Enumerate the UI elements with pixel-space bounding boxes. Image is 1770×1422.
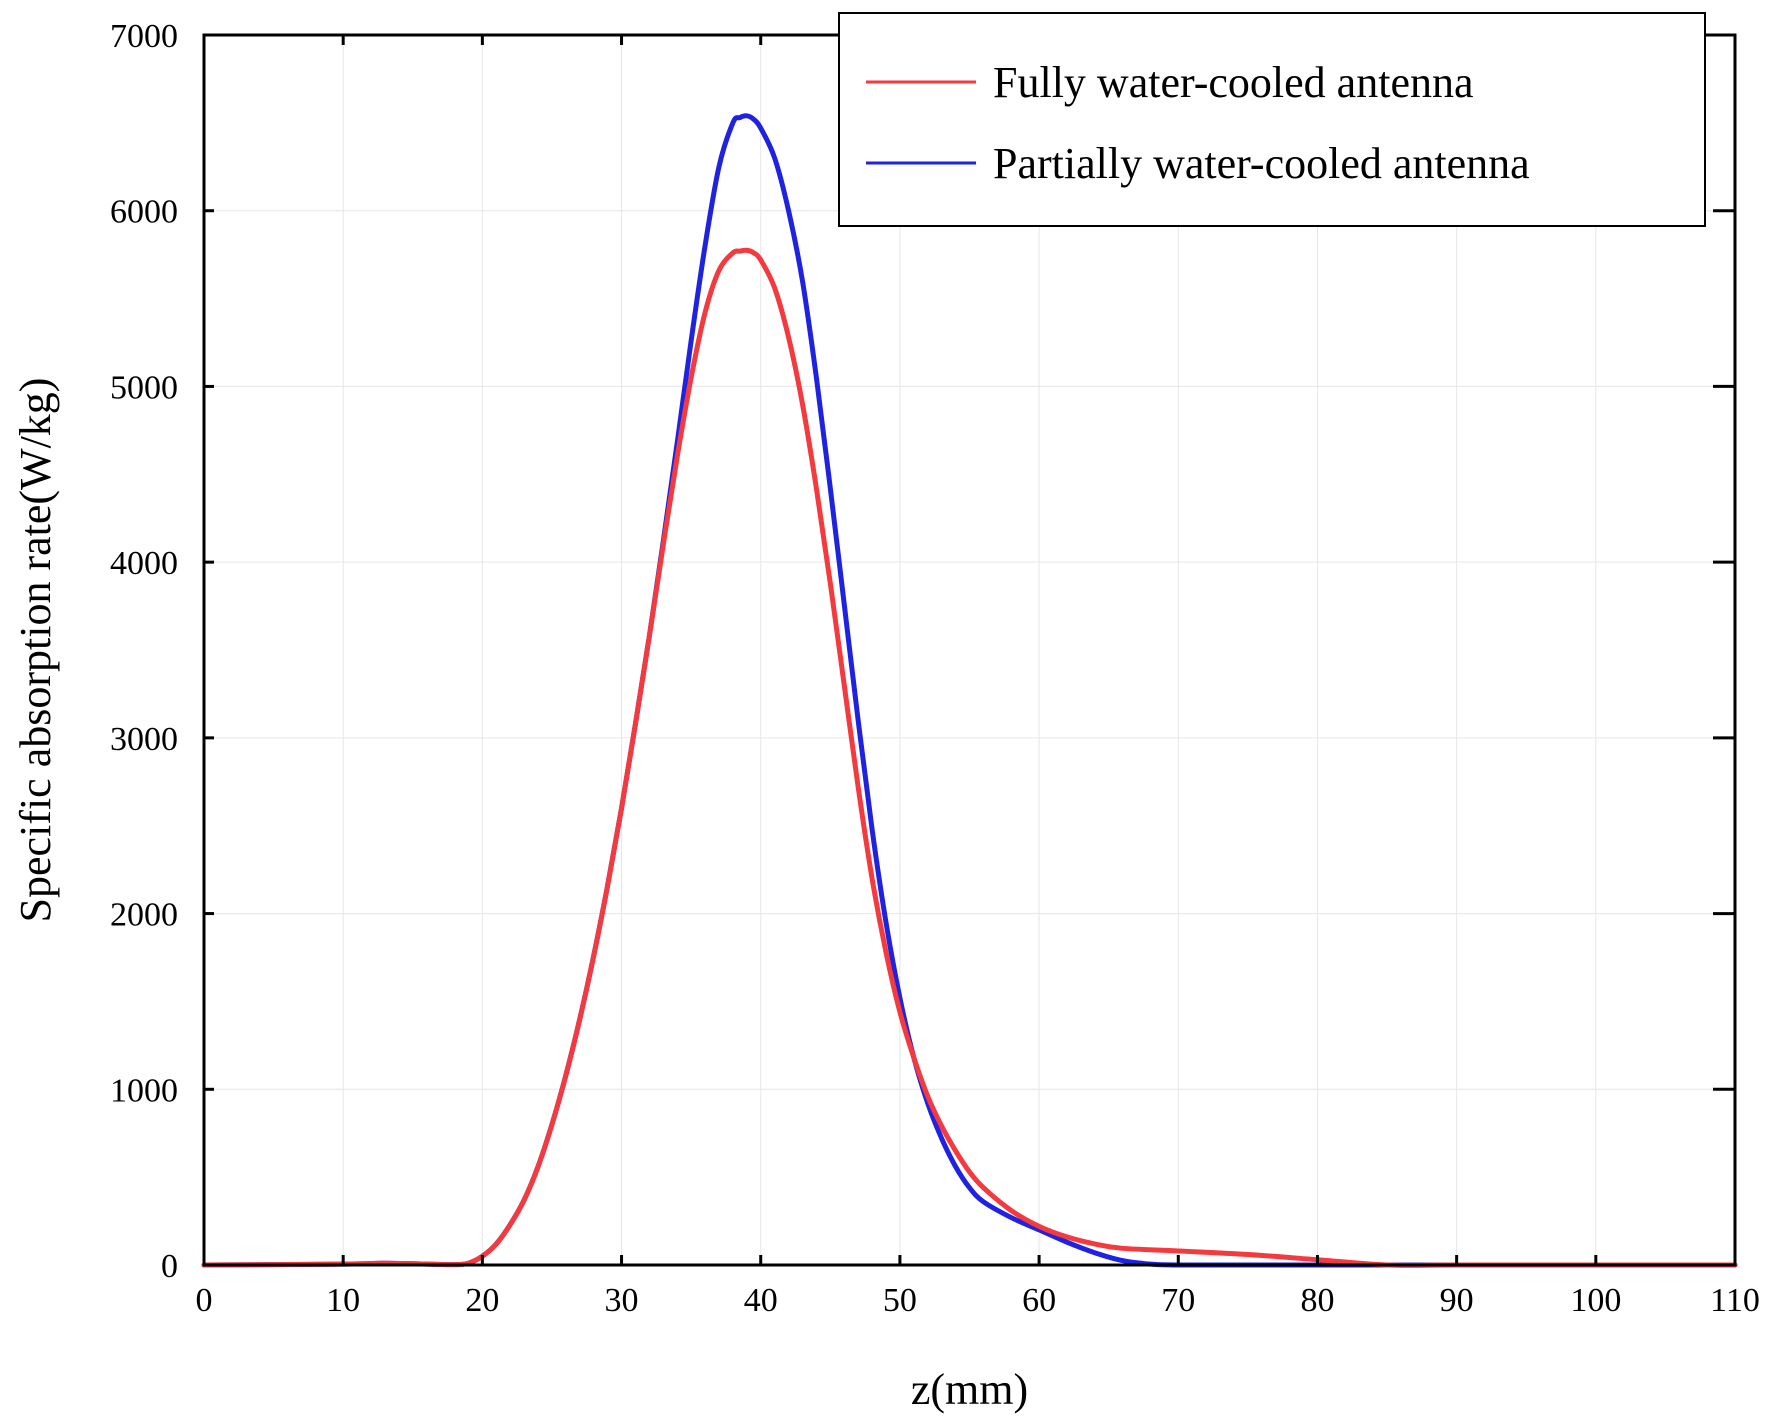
x-tick-label: 110	[1710, 1282, 1760, 1319]
x-tick-label: 80	[1300, 1282, 1334, 1319]
legend-label-partially: Partially water-cooled antenna	[993, 139, 1530, 188]
y-tick-label: 0	[161, 1248, 178, 1285]
y-tick-label: 3000	[110, 721, 178, 758]
y-tick-label: 7000	[110, 18, 178, 55]
x-tick-label: 90	[1440, 1282, 1474, 1319]
x-tick-label: 30	[605, 1282, 639, 1319]
legend-box	[838, 12, 1706, 227]
x-tick-label: 40	[744, 1282, 778, 1319]
x-tick-label: 20	[465, 1282, 499, 1319]
x-tick-label: 70	[1161, 1282, 1195, 1319]
y-tick-label: 6000	[110, 194, 178, 231]
series-line-fully-water-cooled	[201, 247, 1738, 1268]
x-tick-label: 0	[196, 1282, 213, 1319]
legend-label-fully: Fully water-cooled antenna	[993, 58, 1474, 107]
y-tick-label: 5000	[110, 369, 178, 406]
series-layer	[201, 113, 1738, 1268]
grid	[204, 35, 1735, 1265]
x-tick-label: 10	[326, 1282, 360, 1319]
x-axis-title: z(mm)	[911, 1365, 1028, 1414]
ticks: 0 10 20 30 40 50 60 70 80 90 100 110 0 1000 2000 3000 40…	[110, 18, 1760, 1319]
legend: Fully water-cooled antenna Partially wat…	[838, 12, 1706, 227]
y-tick-label: 1000	[110, 1072, 178, 1109]
x-tick-label: 50	[883, 1282, 917, 1319]
y-tick-label: 2000	[110, 897, 178, 934]
y-tick-label: 4000	[110, 545, 178, 582]
x-tick-label: 60	[1022, 1282, 1056, 1319]
x-tick-label: 100	[1570, 1282, 1621, 1319]
y-axis-title: Specific absorption rate(W/kg)	[11, 378, 60, 923]
